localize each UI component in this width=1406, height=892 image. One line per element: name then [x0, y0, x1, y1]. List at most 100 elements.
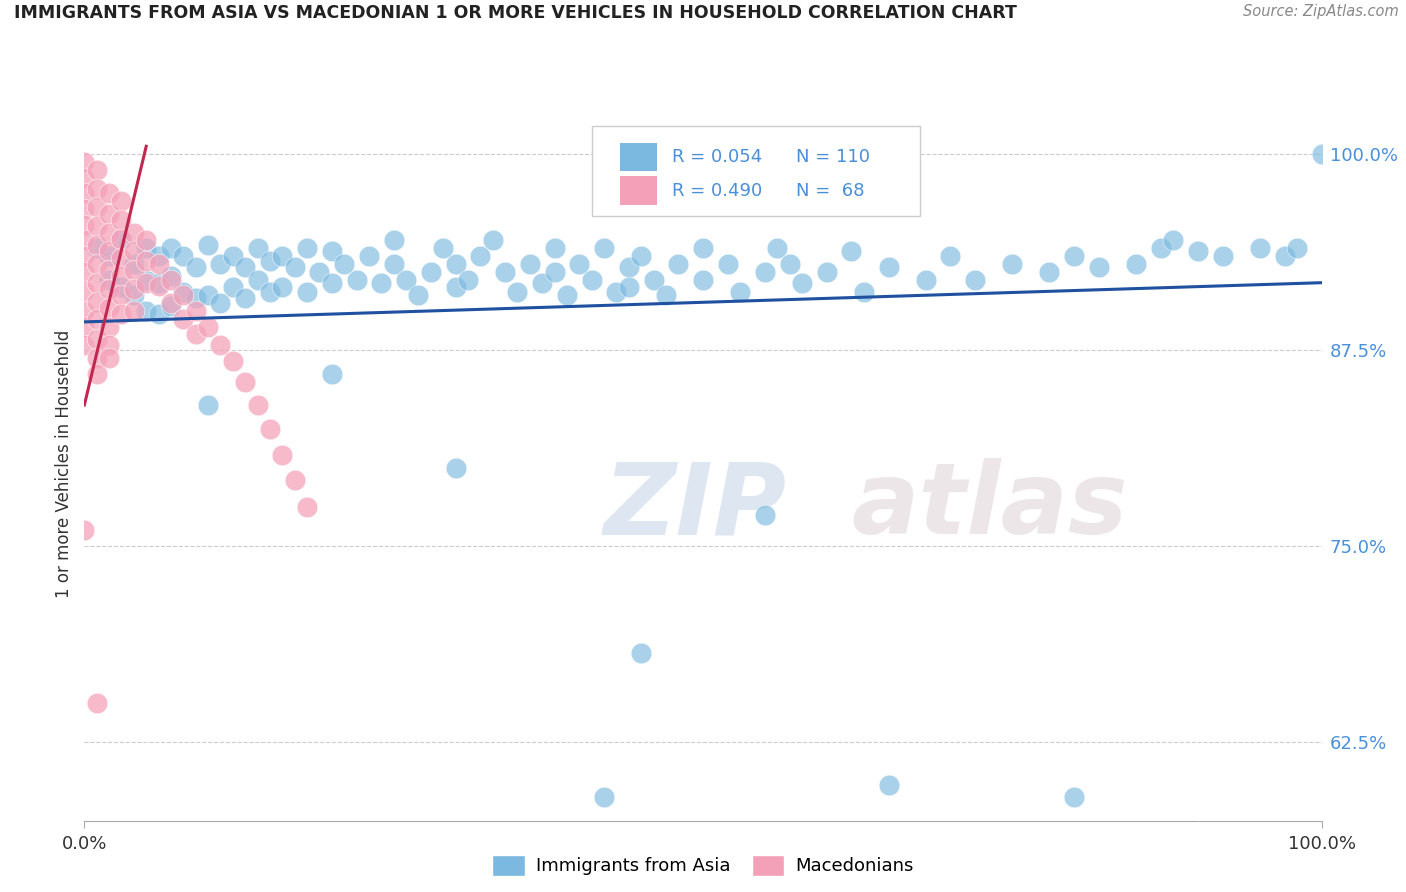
- Point: [86, 257, 108, 271]
- Point: [160, 241, 183, 255]
- Point: [209, 338, 232, 352]
- Point: [98, 301, 121, 315]
- Point: [766, 241, 789, 255]
- Point: [246, 398, 269, 412]
- Point: [295, 241, 318, 255]
- Point: [395, 272, 418, 286]
- Point: [73, 319, 96, 334]
- Point: [86, 181, 108, 195]
- Point: [86, 219, 108, 234]
- Point: [655, 288, 678, 302]
- Point: [321, 244, 343, 259]
- Point: [432, 241, 454, 255]
- Point: [593, 241, 616, 255]
- Legend: Immigrants from Asia, Macedonians: Immigrants from Asia, Macedonians: [485, 847, 921, 883]
- Point: [86, 696, 108, 710]
- Point: [717, 257, 740, 271]
- Point: [197, 319, 219, 334]
- Point: [222, 280, 245, 294]
- Point: [172, 288, 194, 302]
- Point: [259, 421, 281, 435]
- Point: [135, 304, 157, 318]
- Point: [841, 244, 863, 259]
- Point: [86, 276, 108, 290]
- Point: [86, 367, 108, 381]
- Text: IMMIGRANTS FROM ASIA VS MACEDONIAN 1 OR MORE VEHICLES IN HOUSEHOLD CORRELATION C: IMMIGRANTS FROM ASIA VS MACEDONIAN 1 OR …: [14, 4, 1017, 22]
- Point: [73, 304, 96, 318]
- Point: [122, 304, 145, 318]
- Point: [110, 233, 132, 247]
- Point: [73, 218, 96, 232]
- Point: [233, 375, 256, 389]
- Point: [172, 285, 194, 299]
- Point: [815, 265, 838, 279]
- Point: [197, 288, 219, 302]
- Point: [110, 213, 132, 227]
- Point: [382, 233, 405, 247]
- Point: [457, 272, 479, 286]
- Point: [1063, 790, 1085, 805]
- Point: [86, 201, 108, 215]
- Point: [184, 327, 207, 342]
- Point: [790, 276, 813, 290]
- Point: [73, 202, 96, 216]
- Point: [1249, 241, 1271, 255]
- Point: [1187, 824, 1209, 838]
- Point: [1310, 147, 1333, 161]
- Point: [98, 249, 121, 263]
- Point: [246, 272, 269, 286]
- Point: [73, 338, 96, 352]
- Point: [148, 307, 170, 321]
- Point: [1088, 260, 1111, 274]
- Point: [184, 260, 207, 274]
- Point: [73, 170, 96, 185]
- Point: [148, 278, 170, 293]
- Point: [73, 155, 96, 169]
- Point: [110, 251, 132, 265]
- Point: [1001, 257, 1024, 271]
- Point: [1063, 249, 1085, 263]
- Point: [543, 265, 565, 279]
- Point: [939, 249, 962, 263]
- Point: [148, 257, 170, 271]
- Point: [382, 257, 405, 271]
- Point: [630, 646, 652, 660]
- Point: [1150, 241, 1173, 255]
- Point: [135, 241, 157, 255]
- Point: [172, 249, 194, 263]
- Point: [73, 233, 96, 247]
- Point: [333, 257, 356, 271]
- Point: [494, 265, 516, 279]
- Point: [271, 448, 294, 462]
- Point: [98, 282, 121, 296]
- Point: [271, 280, 294, 294]
- Point: [605, 285, 627, 299]
- Point: [284, 260, 307, 274]
- Point: [98, 351, 121, 365]
- Point: [98, 207, 121, 221]
- Point: [779, 257, 801, 271]
- Point: [1187, 244, 1209, 259]
- Point: [122, 263, 145, 277]
- Point: [295, 285, 318, 299]
- Point: [877, 778, 900, 792]
- Point: [184, 292, 207, 306]
- Point: [321, 367, 343, 381]
- Point: [593, 790, 616, 805]
- Point: [73, 524, 96, 538]
- Point: [1212, 249, 1234, 263]
- Point: [135, 272, 157, 286]
- Point: [222, 249, 245, 263]
- Point: [209, 296, 232, 310]
- Point: [135, 253, 157, 268]
- Point: [209, 257, 232, 271]
- Point: [122, 257, 145, 271]
- Point: [148, 276, 170, 290]
- Point: [110, 269, 132, 284]
- Point: [86, 238, 108, 252]
- Point: [197, 238, 219, 252]
- Point: [308, 265, 330, 279]
- Point: [1161, 233, 1184, 247]
- Point: [543, 241, 565, 255]
- Point: [666, 257, 689, 271]
